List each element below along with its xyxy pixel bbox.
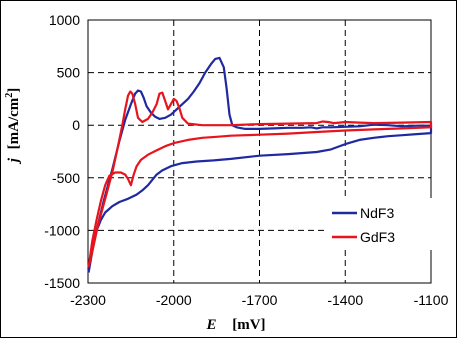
plot-area-border <box>87 19 432 284</box>
legend-box <box>325 198 433 250</box>
x-tick-label: -2300 <box>70 292 106 308</box>
x-axis-unit: [mV] <box>232 317 265 333</box>
y-axis-unit-sup: 2 <box>4 93 15 98</box>
series-line-ndf3 <box>87 56 433 273</box>
legend-label-ndf3: NdF3 <box>360 205 394 221</box>
axis-ticks: -2300 -2000 -1700 -1400 -1100 1000 500 0 -500 -10… <box>44 12 448 308</box>
legend-label-gdf3: GdF3 <box>360 229 395 245</box>
x-tick-label: -1700 <box>242 292 278 308</box>
x-axis-title: E [mV] <box>205 317 265 333</box>
y-tick-label: 1000 <box>49 12 80 28</box>
x-tick-label: -1400 <box>327 292 363 308</box>
y-tick-label: -1000 <box>44 222 80 238</box>
y-axis-unit: [mA/cm <box>6 97 22 149</box>
x-tick-label: -1100 <box>414 292 449 308</box>
series-line-gdf3 <box>87 90 433 268</box>
y-axis-symbol: j <box>6 157 22 164</box>
y-tick-label: -1500 <box>44 275 80 291</box>
y-tick-label: 0 <box>72 117 80 133</box>
x-tick-label: -2000 <box>156 292 192 308</box>
series-lines <box>87 56 433 273</box>
y-tick-label: 500 <box>57 65 81 81</box>
y-axis-title: j [mA/cm2] <box>4 88 22 165</box>
y-axis-unit-close: ] <box>6 88 22 93</box>
y-tick-label: -500 <box>52 170 80 186</box>
x-axis-symbol: E <box>205 317 216 333</box>
legend: NdF3 GdF3 <box>325 198 433 250</box>
